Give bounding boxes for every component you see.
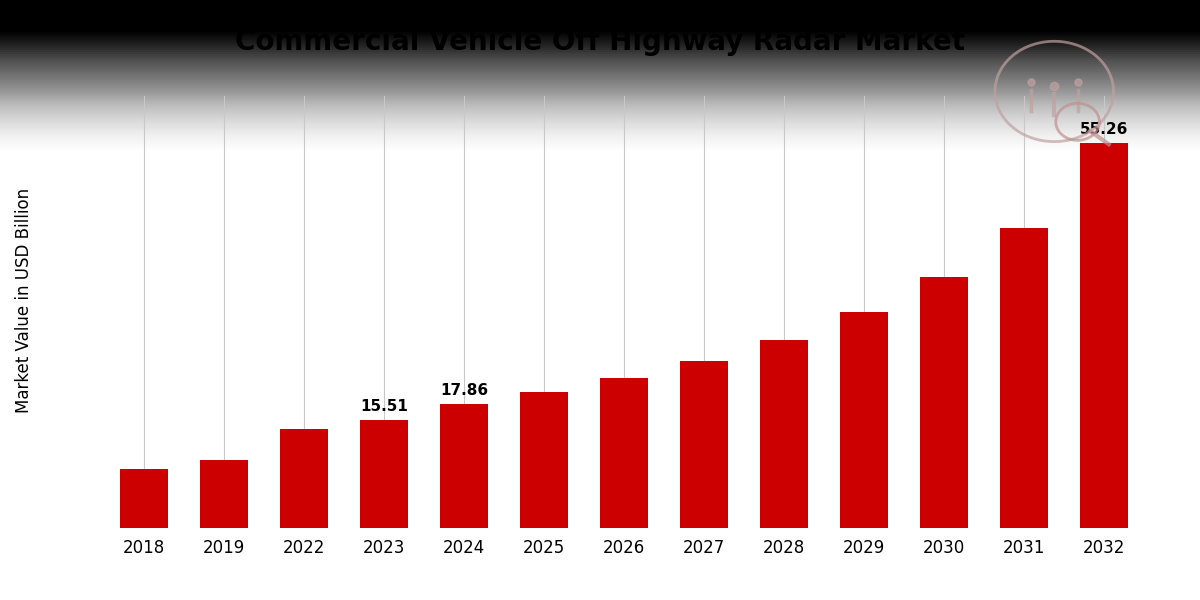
Bar	[1080, 143, 1128, 528]
Bar	[600, 378, 648, 528]
Bar	[200, 460, 248, 528]
Bar	[760, 340, 808, 528]
Bar	[120, 469, 168, 528]
Text: 15.51: 15.51	[360, 400, 408, 415]
Text: Commercial Vehicle Off Highway Radar Market: Commercial Vehicle Off Highway Radar Mar…	[235, 28, 965, 56]
Bar	[280, 429, 328, 528]
Text: 17.86: 17.86	[440, 383, 488, 398]
Text: Market Value in USD Billion: Market Value in USD Billion	[14, 187, 34, 413]
Text: 55.26: 55.26	[1080, 122, 1128, 137]
Bar	[840, 312, 888, 528]
Bar	[360, 420, 408, 528]
Bar	[520, 392, 568, 528]
Bar	[680, 361, 728, 528]
Bar	[440, 404, 488, 528]
Bar	[920, 277, 968, 528]
Bar	[1000, 229, 1048, 528]
